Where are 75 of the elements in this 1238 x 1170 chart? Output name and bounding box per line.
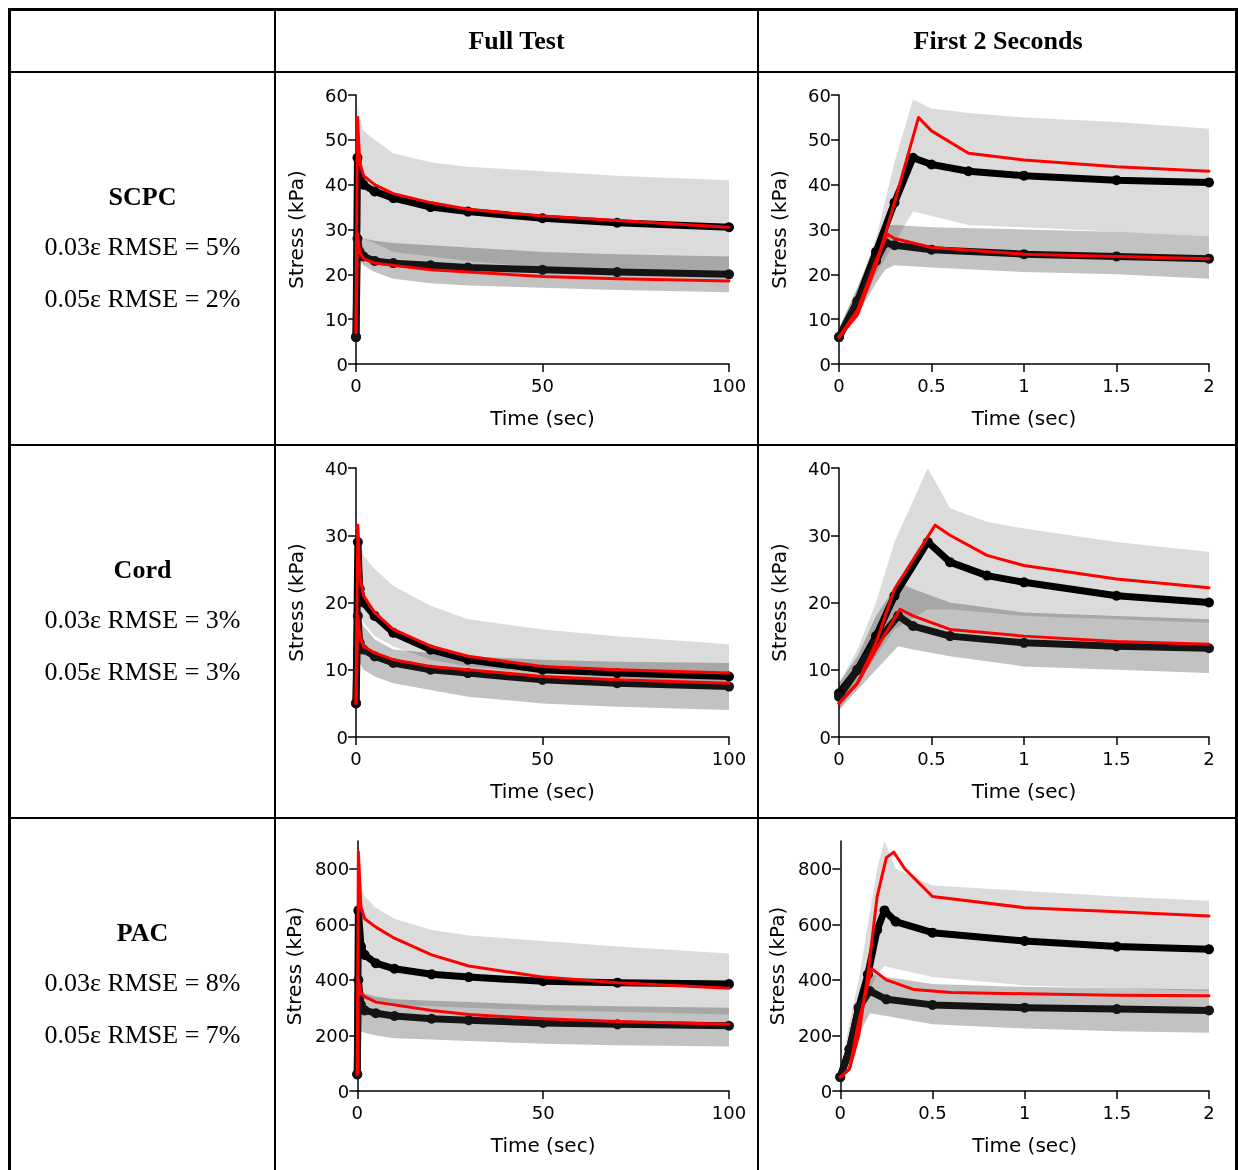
- text: 0.05ε RMSE = 7%: [44, 1020, 241, 1050]
- x-tick-label: 100: [711, 374, 747, 396]
- y-tick-label: 50: [325, 129, 348, 151]
- text: 0.03ε RMSE = 3%: [44, 604, 241, 635]
- x-axis-title: Time (sec): [971, 1133, 1077, 1157]
- y-axis-title: Stress (kPa): [765, 906, 789, 1026]
- y-axis-title: Stress (kPa): [767, 543, 791, 662]
- x-tick-label: 0.5: [917, 374, 946, 396]
- y-tick-label: 10: [808, 308, 831, 330]
- y-tick-label: 30: [808, 524, 831, 546]
- x-tick-label: 2: [1203, 374, 1215, 396]
- text: First 2 Seconds: [913, 26, 1083, 56]
- y-tick-label: 0: [819, 353, 831, 375]
- x-axis-title: Time (sec): [970, 779, 1077, 803]
- x-tick-label: 1: [1018, 1101, 1031, 1123]
- x-tick-label: 1.5: [1102, 747, 1131, 769]
- y-tick-label: 400: [797, 969, 833, 991]
- y-axis-title: Stress (kPa): [767, 170, 791, 289]
- y-tick-label: 50: [808, 129, 831, 151]
- y-tick-label: 40: [325, 174, 348, 196]
- y-tick-label: 0: [336, 726, 348, 748]
- y-tick-label: 60: [808, 84, 831, 106]
- y-tick-label: 600: [314, 913, 350, 935]
- text: Full Test: [468, 26, 565, 56]
- x-tick-label: 50: [531, 1101, 555, 1123]
- x-tick-label: 0.5: [917, 747, 946, 769]
- x-tick-label: 2: [1203, 747, 1215, 769]
- x-axis-title: Time (sec): [970, 406, 1077, 430]
- y-axis-title: Stress (kPa): [284, 543, 308, 662]
- text: SCPC: [108, 181, 177, 212]
- x-tick-label: 1: [1018, 747, 1030, 769]
- y-tick-label: 20: [808, 263, 831, 285]
- text: 0.05ε RMSE = 3%: [44, 656, 241, 687]
- x-tick-label: 50: [531, 747, 554, 769]
- y-tick-label: 20: [325, 263, 348, 285]
- y-tick-label: 60: [325, 84, 348, 106]
- y-tick-label: 30: [325, 524, 348, 546]
- y-tick-label: 40: [808, 457, 831, 479]
- y-tick-label: 600: [797, 913, 833, 935]
- x-tick-label: 1.5: [1102, 374, 1131, 396]
- x-tick-label: 100: [711, 1101, 747, 1123]
- x-tick-label: 100: [711, 747, 747, 769]
- text: 0.03ε RMSE = 8%: [44, 968, 241, 998]
- y-tick-label: 0: [820, 1080, 833, 1102]
- y-axis-title: Stress (kPa): [282, 906, 306, 1026]
- y-tick-label: 10: [808, 659, 831, 681]
- x-axis-title: Time (sec): [489, 779, 595, 803]
- y-tick-label: 0: [819, 726, 831, 748]
- y-tick-label: 40: [808, 174, 831, 196]
- x-tick-label: 0.5: [918, 1101, 947, 1123]
- text: 0.05ε RMSE = 2%: [44, 283, 241, 314]
- y-tick-label: 200: [797, 1024, 833, 1046]
- text: PAC: [116, 918, 169, 948]
- x-tick-label: 2: [1203, 1101, 1215, 1123]
- y-tick-label: 0: [337, 1080, 350, 1102]
- y-tick-label: 40: [325, 457, 348, 479]
- y-tick-label: 0: [336, 353, 348, 375]
- x-axis-title: Time (sec): [489, 1133, 596, 1157]
- y-tick-label: 800: [314, 858, 350, 880]
- text: Cord: [113, 554, 172, 585]
- y-axis-title: Stress (kPa): [284, 170, 308, 289]
- y-tick-label: 20: [808, 592, 831, 613]
- y-tick-label: 20: [325, 592, 348, 613]
- x-tick-label: 1: [1018, 374, 1030, 396]
- x-tick-label: 1.5: [1102, 1101, 1132, 1123]
- y-tick-label: 30: [325, 219, 348, 240]
- y-tick-label: 30: [808, 219, 831, 240]
- y-tick-label: 10: [325, 308, 348, 330]
- y-tick-label: 400: [314, 969, 350, 991]
- text: 0.03ε RMSE = 5%: [44, 231, 241, 262]
- y-tick-label: 800: [797, 858, 833, 880]
- y-tick-label: 200: [314, 1024, 350, 1046]
- y-tick-label: 10: [325, 659, 348, 681]
- x-tick-label: 50: [531, 374, 554, 396]
- x-axis-title: Time (sec): [489, 406, 595, 430]
